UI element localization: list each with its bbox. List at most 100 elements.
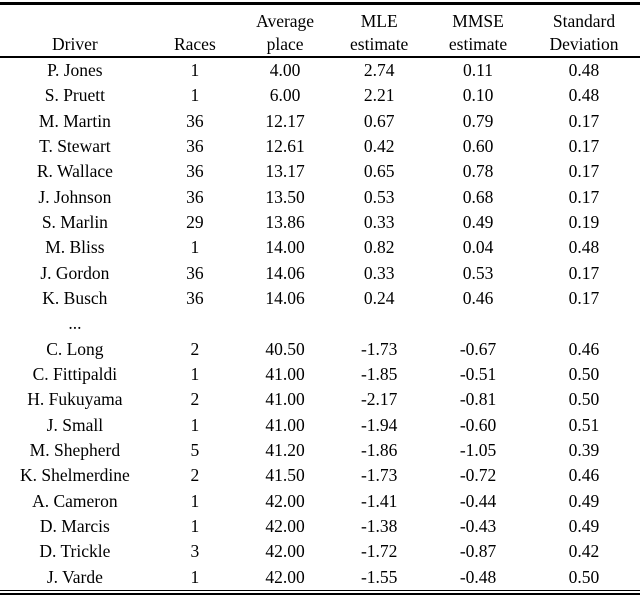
- mmse-estimate-cell: -0.60: [459, 414, 497, 435]
- table-row: M. Martin 36 12.17 0.67 0.79 0.17: [0, 109, 640, 134]
- table-row: ...: [0, 311, 640, 336]
- header-average-line1: Average: [256, 10, 315, 31]
- std-deviation-cell: 0.39: [568, 440, 600, 461]
- mle-estimate-cell: 0.24: [363, 288, 395, 309]
- mle-estimate-cell: -1.41: [360, 490, 398, 511]
- average-place-cell: 42.00: [265, 541, 305, 562]
- std-deviation-cell: 0.50: [568, 389, 600, 410]
- header-row-2: Driver Races place estimate estimate Dev…: [0, 33, 640, 58]
- races-cell: 29: [186, 211, 204, 232]
- average-place-cell: 41.00: [265, 364, 305, 385]
- table-body: P. Jones 1 4.00 2.74 0.11 0.48 S. Pruett…: [0, 57, 640, 590]
- average-place-cell: 12.17: [265, 110, 305, 131]
- table-row: J. Johnson 36 13.50 0.53 0.68 0.17: [0, 185, 640, 210]
- mmse-estimate-cell: 0.11: [463, 59, 494, 80]
- std-deviation-cell: 0.17: [568, 161, 600, 182]
- header-mle-line2: estimate: [330, 33, 429, 58]
- races-cell: 36: [186, 135, 204, 156]
- table-row: S. Pruett 1 6.00 2.21 0.10 0.48: [0, 83, 640, 108]
- std-deviation-cell: 0.48: [568, 85, 600, 106]
- races-cell: 1: [190, 414, 200, 435]
- races-cell: 36: [186, 161, 204, 182]
- driver-name-cell: D. Trickle: [39, 541, 111, 562]
- std-deviation-cell: 0.42: [568, 541, 600, 562]
- mle-estimate-cell: -2.17: [360, 389, 398, 410]
- average-place-cell: 42.00: [265, 490, 305, 511]
- mle-estimate-cell: -1.73: [360, 465, 398, 486]
- std-deviation-cell: 0.17: [568, 186, 600, 207]
- mmse-estimate-cell: 0.10: [462, 85, 494, 106]
- average-place-cell: 14.06: [265, 262, 305, 283]
- header-driver-line1: [0, 4, 150, 34]
- driver-name-cell: D. Marcis: [39, 516, 110, 537]
- driver-name-cell: K. Shelmerdine: [19, 465, 130, 486]
- std-deviation-cell: 0.48: [568, 237, 600, 258]
- mmse-estimate-cell: -0.72: [459, 465, 497, 486]
- mle-estimate-cell: -1.85: [360, 364, 398, 385]
- std-deviation-cell: 0.49: [568, 516, 600, 537]
- mmse-estimate-cell: 0.78: [462, 161, 494, 182]
- header-races-line2: Races: [149, 33, 240, 58]
- races-cell: 5: [190, 440, 200, 461]
- average-place-cell: 42.00: [265, 516, 305, 537]
- average-place-cell: [240, 311, 330, 336]
- table-row: J. Small 1 41.00 -1.94 -0.60 0.51: [0, 413, 640, 438]
- mmse-estimate-cell: 0.68: [462, 186, 494, 207]
- driver-name-cell: S. Pruett: [44, 85, 106, 106]
- table-row: M. Shepherd 5 41.20 -1.86 -1.05 0.39: [0, 438, 640, 463]
- table-header: Average MLE MMSE Standard Driver Races p…: [0, 4, 640, 58]
- std-deviation-cell: 0.46: [568, 338, 600, 359]
- std-deviation-cell: 0.17: [568, 110, 600, 131]
- mmse-estimate-cell: 0.04: [462, 237, 494, 258]
- table-row: R. Wallace 36 13.17 0.65 0.78 0.17: [0, 159, 640, 184]
- mle-estimate-cell: 0.82: [363, 237, 395, 258]
- std-deviation-cell: 0.46: [568, 465, 600, 486]
- mmse-estimate-cell: [428, 311, 528, 336]
- header-row-1: Average MLE MMSE Standard: [0, 4, 640, 34]
- races-cell: 2: [190, 338, 200, 359]
- mle-estimate-cell: 2.21: [363, 85, 395, 106]
- races-cell: 1: [190, 59, 200, 80]
- driver-name-cell: J. Johnson: [38, 186, 112, 207]
- races-cell: 2: [190, 465, 200, 486]
- mmse-estimate-cell: 0.53: [462, 262, 494, 283]
- driver-name-cell: J. Gordon: [40, 262, 110, 283]
- mle-estimate-cell: -1.72: [360, 541, 398, 562]
- average-place-cell: 6.00: [269, 85, 301, 106]
- table-row: K. Shelmerdine 2 41.50 -1.73 -0.72 0.46: [0, 464, 640, 489]
- mle-estimate-cell: 0.67: [363, 110, 395, 131]
- std-deviation-cell: 0.17: [568, 135, 600, 156]
- mmse-estimate-cell: -0.87: [459, 541, 497, 562]
- mle-estimate-cell: -1.73: [360, 338, 398, 359]
- std-deviation-cell: 0.19: [568, 211, 600, 232]
- table-row: M. Bliss 1 14.00 0.82 0.04 0.48: [0, 235, 640, 260]
- mmse-estimate-cell: 0.46: [462, 288, 494, 309]
- table-row: C. Fittipaldi 1 41.00 -1.85 -0.51 0.50: [0, 362, 640, 387]
- table-row: D. Marcis 1 42.00 -1.38 -0.43 0.49: [0, 514, 640, 539]
- driver-name-cell: C. Fittipaldi: [32, 364, 118, 385]
- driver-name-cell: K. Busch: [42, 288, 108, 309]
- average-place-cell: 41.00: [265, 414, 305, 435]
- table-row: T. Stewart 36 12.61 0.42 0.60 0.17: [0, 134, 640, 159]
- mle-estimate-cell: -1.55: [360, 566, 398, 587]
- std-deviation-cell: 0.49: [568, 490, 600, 511]
- average-place-cell: 12.61: [265, 135, 305, 156]
- average-place-cell: 14.00: [265, 237, 305, 258]
- average-place-cell: 41.20: [265, 440, 305, 461]
- mle-estimate-cell: 0.65: [363, 161, 395, 182]
- mmse-estimate-cell: -0.43: [459, 516, 497, 537]
- average-place-cell: 13.50: [265, 186, 305, 207]
- driver-name-cell: P. Jones: [47, 59, 103, 80]
- header-sd-line1: Standard: [552, 10, 616, 31]
- average-place-cell: 14.06: [265, 288, 305, 309]
- average-place-cell: 41.00: [265, 389, 305, 410]
- driver-name-cell: M. Shepherd: [29, 440, 121, 461]
- table-row: S. Marlin 29 13.86 0.33 0.49 0.19: [0, 210, 640, 235]
- driver-name-cell: T. Stewart: [39, 135, 111, 156]
- table-row: J. Varde 1 42.00 -1.55 -0.48 0.50: [0, 565, 640, 590]
- mmse-estimate-cell: 0.60: [462, 135, 494, 156]
- std-deviation-cell: [528, 311, 640, 336]
- table-row: H. Fukuyama 2 41.00 -2.17 -0.81 0.50: [0, 387, 640, 412]
- table-row: J. Gordon 36 14.06 0.33 0.53 0.17: [0, 261, 640, 286]
